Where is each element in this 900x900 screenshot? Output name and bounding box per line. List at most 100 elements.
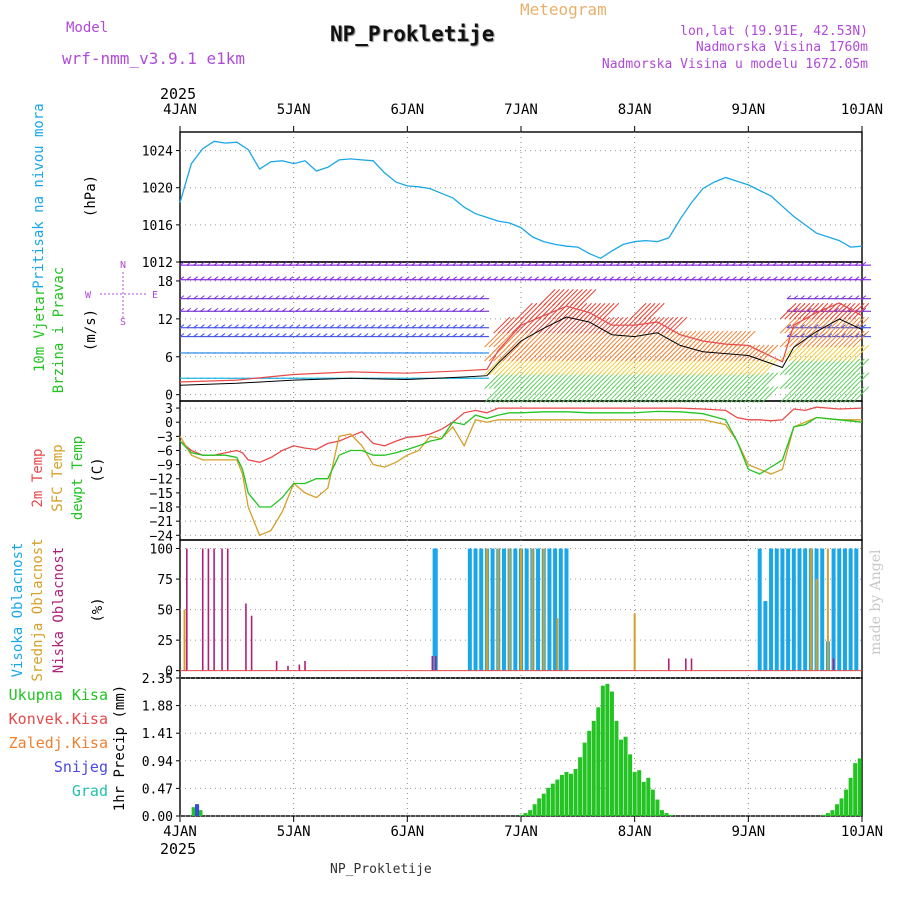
wind-barb-flag	[609, 261, 614, 266]
wind-barb-diagonal	[702, 358, 720, 376]
wind-barb-flag	[404, 295, 410, 300]
cloud-bar-0	[774, 548, 779, 671]
wind-barb-flag	[302, 261, 308, 266]
wind-barb-flag	[752, 261, 758, 266]
wind-barb-flag	[445, 276, 451, 281]
wind-barb-diagonal	[652, 386, 670, 404]
wind-barb-diagonal	[707, 358, 724, 376]
wind-barb-diagonal	[834, 302, 852, 320]
wind-barb-flag	[602, 261, 608, 266]
wind-barb-flag	[834, 307, 840, 312]
wind-barb-flag	[636, 261, 642, 266]
wind-barb-flag	[691, 261, 696, 266]
wind-barb-diagonal	[761, 372, 779, 390]
wind-barb-flag	[807, 295, 812, 300]
wind-barb-diagonal	[834, 316, 852, 334]
wind-barb-flag	[370, 276, 376, 281]
wind-barb-flag	[350, 307, 355, 312]
cloud-bar-2	[304, 660, 306, 671]
cloud-bar-1	[531, 548, 534, 671]
precip-bar-0	[614, 720, 619, 816]
wind-barb-flag	[295, 295, 301, 300]
wind-barb-flag	[691, 276, 696, 281]
wind-barb-flag	[268, 333, 273, 337]
wind-barb-flag	[397, 307, 403, 312]
wind-barb-flag	[820, 276, 826, 281]
wind-barb-diagonal	[570, 302, 588, 320]
wind-barb-diagonal	[738, 386, 756, 404]
wind-barb-diagonal	[707, 386, 724, 404]
wind-barb-diagonal	[561, 344, 579, 362]
wind-barb-flag	[841, 276, 846, 281]
wind-barb-flag	[745, 261, 751, 266]
wind-barb-diagonal	[566, 358, 583, 376]
wind-barb-diagonal	[579, 330, 597, 348]
wind-barb-flag	[466, 333, 471, 337]
precip-bar-0	[655, 799, 660, 816]
wind-barb-diagonal	[611, 358, 629, 376]
precip-bar-0	[523, 813, 528, 816]
wind-barb-flag	[234, 276, 239, 281]
cloud-tick-label: 50	[157, 604, 173, 619]
wind-barb-flag	[186, 295, 192, 300]
wind-barb-flag	[357, 276, 362, 281]
cloud-bar-0	[547, 548, 552, 671]
cloud-bar-2	[298, 664, 301, 671]
precip-tick-label: 0.00	[142, 810, 173, 825]
wind-barb-flag	[786, 333, 792, 337]
bottom-day-label: 4JAN	[163, 824, 197, 840]
precip-legend-3: Snijeg	[54, 758, 108, 776]
wind-barb-diagonal	[602, 386, 620, 404]
precip-bar-0	[641, 781, 646, 816]
wind-unit-label: (m/s)	[83, 309, 99, 351]
wind-barb-diagonal	[816, 344, 833, 362]
wind-barb-diagonal	[525, 358, 542, 376]
wind-barb-diagonal	[638, 316, 656, 334]
wind-barb-flag	[411, 295, 417, 300]
wind-barb-diagonal	[561, 289, 579, 306]
precip-tick-label: 0.94	[142, 755, 173, 770]
wind-barb-flag	[854, 261, 860, 266]
wind-barb-flag	[336, 295, 342, 300]
wind-barb-diagonal	[638, 358, 656, 376]
wind-barb-flag	[418, 324, 424, 329]
wind-barb-diagonal	[688, 358, 706, 376]
wind-barb-diagonal	[825, 358, 842, 376]
wind-barb-flag	[800, 276, 805, 281]
wind-barb-flag	[732, 276, 737, 281]
wind-barb-diagonal	[556, 316, 574, 334]
wind-barb-flag	[854, 295, 860, 300]
wind-barb-diagonal	[807, 386, 824, 404]
wind-barb-flag	[316, 276, 321, 281]
wind-barb-flag	[438, 333, 444, 337]
temp-line-1	[179, 416, 862, 537]
wind-barb-diagonal	[534, 302, 551, 320]
wind-barb-flag	[670, 276, 676, 281]
precip-bar-0	[857, 758, 862, 816]
wind-barb-flag	[391, 276, 396, 281]
cloud-bar-2	[213, 548, 215, 671]
wind-barb-flag	[329, 333, 335, 337]
wind-barb-diagonal	[516, 386, 533, 404]
wind-barb-diagonal	[493, 386, 511, 404]
wind-barb-flag	[704, 276, 710, 281]
wind-barb-flag	[500, 261, 505, 266]
wind-barb-diagonal	[752, 344, 770, 362]
wind-barb-diagonal	[661, 372, 679, 390]
wind-barb-flag	[425, 276, 430, 281]
wind-barb-flag	[200, 333, 205, 337]
wind-barb-flag	[459, 324, 464, 329]
wind-barb-diagonal	[784, 358, 802, 376]
wind-barb-diagonal	[506, 358, 524, 376]
wind-barb-diagonal	[816, 386, 833, 404]
footer-station: NP_Prokletije	[330, 862, 432, 877]
wind-barb-diagonal	[638, 386, 656, 404]
temp-tick-label: −12	[150, 473, 173, 488]
wind-barb-diagonal	[520, 302, 538, 320]
wind-barb-flag	[391, 324, 396, 329]
wind-barb-diagonal	[847, 372, 865, 390]
wind-barb-flag	[779, 261, 785, 266]
wind-barb-diagonal	[675, 386, 692, 404]
wind-barb-diagonal	[575, 386, 592, 404]
cloud-bar-0	[786, 548, 791, 671]
